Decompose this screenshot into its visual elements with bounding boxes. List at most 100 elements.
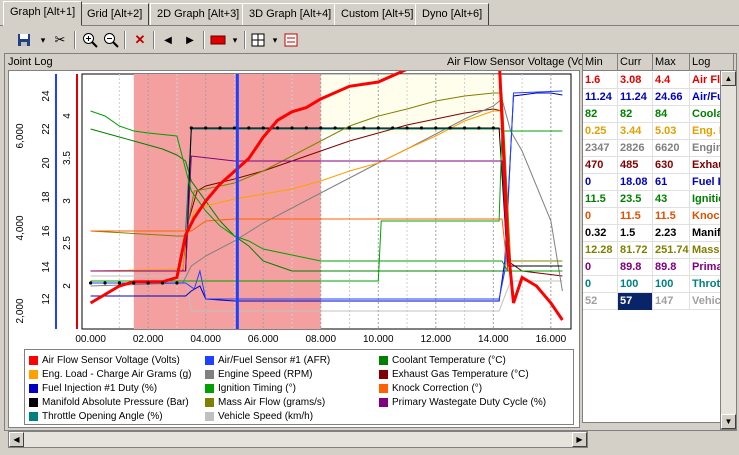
data-point	[189, 126, 193, 130]
table-row[interactable]: 470 485 630 Exhaus	[583, 157, 733, 174]
zoom-out-icon[interactable]	[101, 30, 121, 50]
legend-item[interactable]: Engine Speed (RPM)	[205, 368, 313, 381]
data-point	[362, 126, 366, 130]
line-chart[interactable]: 00.000 02.000 04.000 06.000 08.000 10.000 12.0…	[9, 53, 581, 429]
legend-item[interactable]: Eng. Load - Charge Air Grams (g)	[29, 368, 192, 381]
color-icon[interactable]	[208, 30, 228, 50]
cell-min: 11.5	[583, 191, 618, 208]
cell-curr: 100	[618, 276, 653, 293]
legend-label: Fuel Injection #1 Duty (%)	[42, 383, 158, 394]
scroll-up-icon[interactable]: ▲	[721, 71, 736, 86]
legend-item[interactable]: Exhaust Gas Temperature (°C)	[379, 368, 529, 381]
column-header-min[interactable]: Min	[583, 54, 618, 71]
x-tick-label: 08.000	[305, 334, 336, 345]
horizontal-scrollbar[interactable]: ◀ ▶	[8, 431, 588, 448]
legend-item[interactable]: Ignition Timing (°)	[205, 382, 296, 395]
table-row[interactable]: 0 100 100 Throttle	[583, 276, 733, 293]
previous-icon[interactable]: ◀	[164, 34, 172, 46]
grid-icon[interactable]	[248, 30, 268, 50]
scroll-right-icon[interactable]: ▶	[572, 432, 587, 447]
legend-item[interactable]: Manifold Absolute Pressure (Bar)	[29, 396, 189, 409]
volt-tick-label: 3	[62, 198, 73, 204]
legend-swatch	[205, 412, 214, 421]
legend-swatch	[29, 356, 38, 365]
legend-item[interactable]: Fuel Injection #1 Duty (%)	[29, 382, 157, 395]
chart-settings-icon[interactable]	[281, 30, 301, 50]
cell-min: 0	[583, 276, 618, 293]
data-point	[146, 281, 150, 285]
dropdown-arrow-icon[interactable]: ▾	[232, 34, 238, 45]
legend-item[interactable]: Throttle Opening Angle (%)	[29, 410, 163, 423]
table-row[interactable]: 12.28 81.72 251.74 Mass A	[583, 242, 733, 259]
table-row[interactable]: 0.32 1.5 2.23 Manifol	[583, 225, 733, 242]
x-tick-label: 10.000	[363, 334, 394, 345]
column-header-curr[interactable]: Curr	[618, 54, 653, 71]
tab-2d-graph[interactable]: 2D Graph [Alt+3]	[150, 3, 247, 25]
table-row[interactable]: 0 11.5 11.5 Knock C	[583, 208, 733, 225]
legend-item[interactable]: Knock Correction (°)	[379, 382, 482, 395]
delete-icon[interactable]: ✕	[134, 32, 146, 47]
column-header-log[interactable]: Log	[690, 54, 733, 71]
cell-min: 0	[583, 259, 618, 276]
x-tick-label: 16.000	[536, 334, 567, 345]
table-row[interactable]: 0 18.08 61 Fuel Inj	[583, 174, 733, 191]
legend-swatch	[29, 384, 38, 393]
cell-curr: 82	[618, 106, 653, 123]
cell-max: 630	[653, 157, 690, 174]
series-eng-load	[90, 110, 563, 272]
table-row[interactable]: 82 82 84 Coolant	[583, 106, 733, 123]
cell-curr: 89.8	[618, 259, 653, 276]
cell-max: 4.4	[653, 72, 690, 89]
scissors-icon[interactable]: ✂	[54, 32, 66, 47]
cell-min: 11.24	[583, 89, 618, 106]
table-row[interactable]: 0.25 3.44 5.03 Eng. Lo	[583, 123, 733, 140]
toolbar: ▾ ✂ ✕ ◀ ▶ ▾ ▾	[0, 27, 739, 53]
dropdown-arrow-icon[interactable]: ▾	[40, 34, 46, 45]
column-header-max[interactable]: Max	[653, 54, 690, 71]
save-icon[interactable]	[14, 30, 34, 50]
legend-item[interactable]: Primary Wastegate Duty Cycle (%)	[379, 396, 546, 409]
table-row[interactable]: 11.24 11.24 24.66 Air/Fuel	[583, 89, 733, 106]
tab-3d-graph[interactable]: 3D Graph [Alt+4]	[242, 3, 339, 25]
legend-item[interactable]: Vehicle Speed (km/h)	[205, 410, 313, 423]
data-point	[204, 126, 208, 130]
dropdown-arrow-icon[interactable]: ▾	[272, 34, 278, 45]
legend-item[interactable]: Air Flow Sensor Voltage (Volts)	[29, 354, 180, 367]
cell-max: 61	[653, 174, 690, 191]
legend-item[interactable]: Air/Fuel Sensor #1 (AFR)	[205, 354, 330, 367]
legend-label: Manifold Absolute Pressure (Bar)	[42, 397, 189, 408]
scroll-left-icon[interactable]: ◀	[9, 432, 24, 447]
data-point	[218, 126, 222, 130]
cell-min: 0.32	[583, 225, 618, 242]
cell-max: 147	[653, 293, 690, 310]
afr-tick-label: 22	[41, 123, 52, 135]
vertical-scrollbar[interactable]: ▲ ▼	[720, 70, 737, 430]
volt-tick-label: 4	[62, 113, 73, 119]
cell-curr: 18.08	[618, 174, 653, 191]
axis-title: Air Flow Sensor Voltage (Volts)	[447, 56, 599, 68]
tab-custom[interactable]: Custom [Alt+5]	[334, 3, 421, 25]
scroll-down-icon[interactable]: ▼	[721, 414, 736, 429]
table-row[interactable]: 2347 2826 6620 Engine	[583, 140, 733, 157]
tab-grid[interactable]: Grid [Alt+2]	[80, 3, 150, 25]
table-row[interactable]: 11.5 23.5 43 Ignition	[583, 191, 733, 208]
legend-label: Knock Correction (°)	[392, 383, 483, 394]
series-knock	[90, 218, 563, 272]
legend-swatch	[379, 398, 388, 407]
legend-item[interactable]: Coolant Temperature (°C)	[379, 354, 506, 367]
table-row[interactable]: 52 57 147 Vehicle	[583, 293, 733, 310]
next-icon[interactable]: ▶	[186, 34, 194, 46]
legend-swatch	[379, 384, 388, 393]
cell-min: 470	[583, 157, 618, 174]
table-row[interactable]: 1.6 3.08 4.4 Air Flow	[583, 72, 733, 89]
zoom-in-icon[interactable]	[80, 30, 100, 50]
cell-log: Engine	[690, 140, 733, 157]
tab-dyno[interactable]: Dyno [Alt+6]	[415, 3, 490, 25]
cell-min: 52	[583, 293, 618, 310]
highlight-band	[320, 74, 502, 134]
tab-graph[interactable]: Graph [Alt+1]	[3, 1, 83, 26]
table-row[interactable]: 0 89.8 89.8 Primary	[583, 259, 733, 276]
legend-item[interactable]: Mass Air Flow (grams/s)	[205, 396, 325, 409]
cell-curr: 11.5	[618, 208, 653, 225]
data-point	[117, 281, 121, 285]
